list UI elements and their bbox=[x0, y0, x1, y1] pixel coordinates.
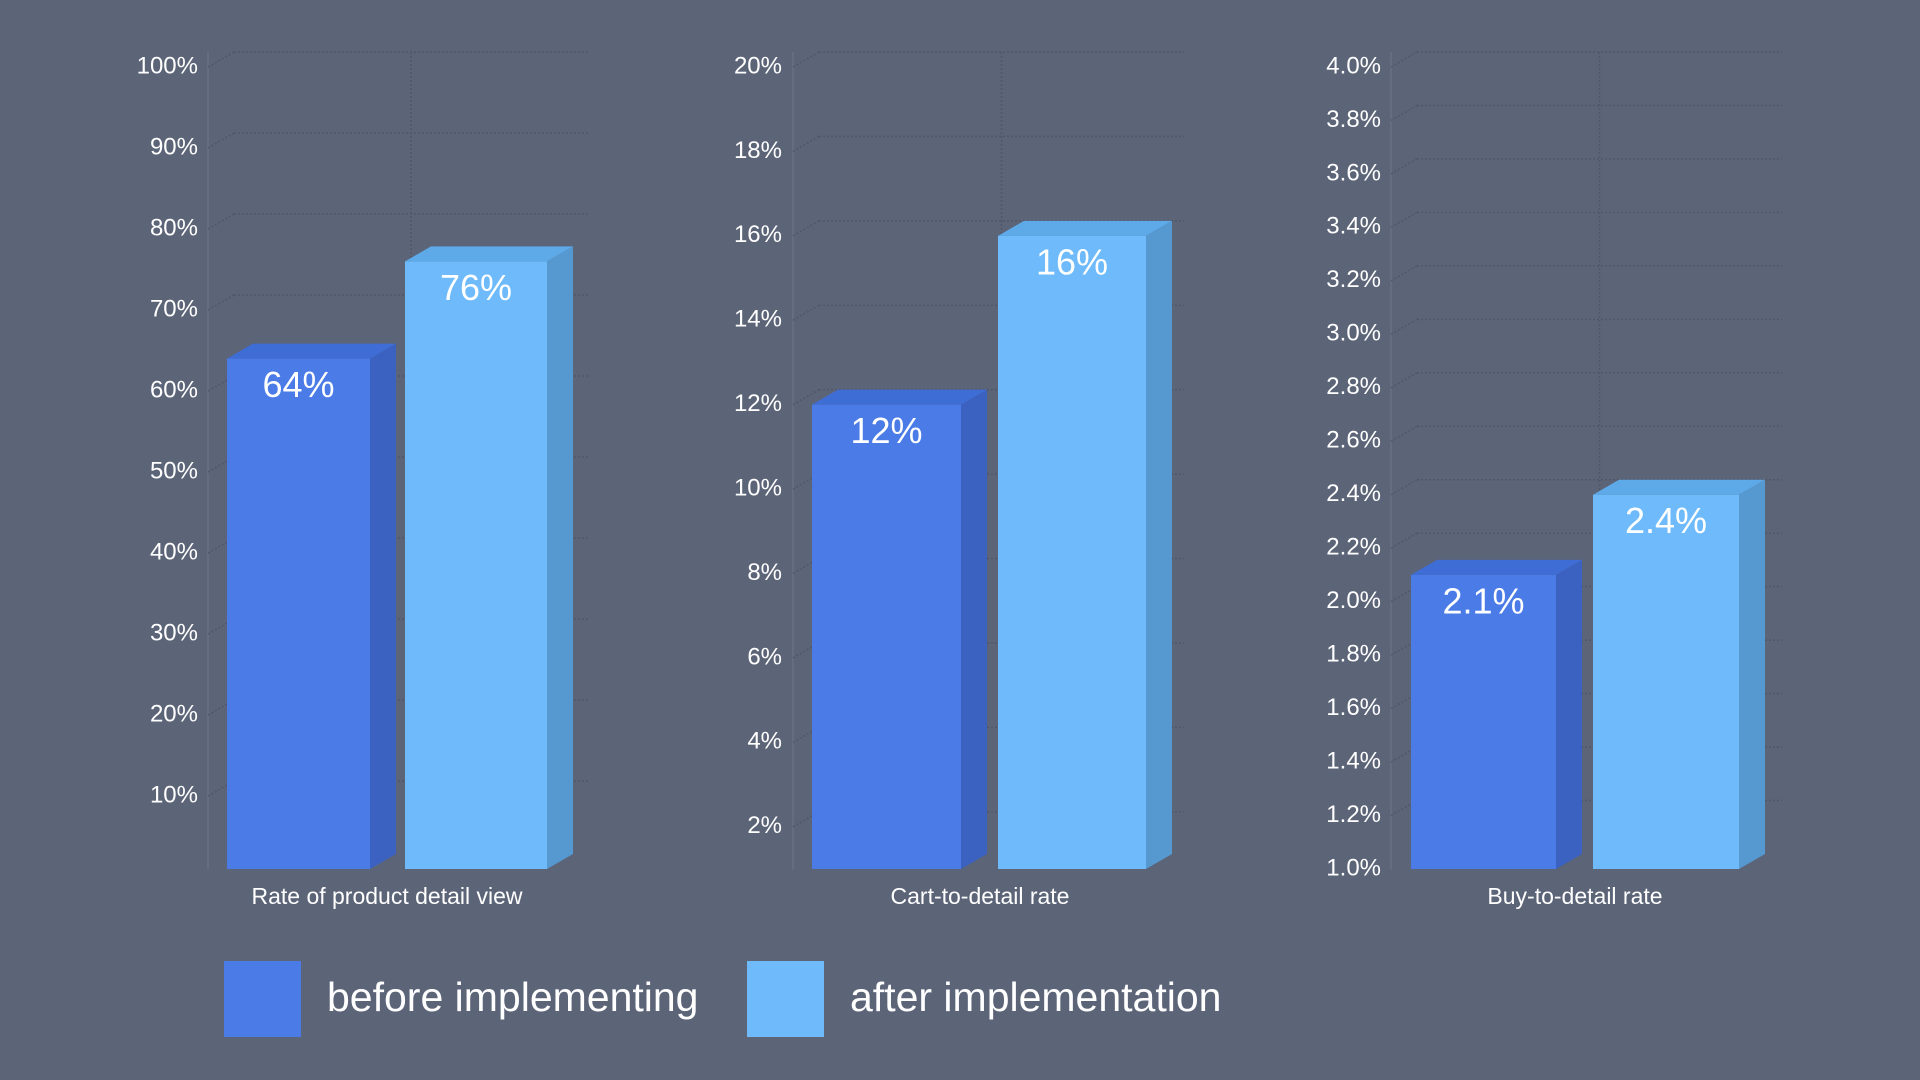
y-tick-label: 90% bbox=[150, 133, 198, 160]
gridline-wall bbox=[1390, 51, 1418, 68]
bar-top bbox=[812, 389, 987, 405]
y-tick-label: 8% bbox=[747, 559, 782, 586]
gridline-wall bbox=[207, 51, 235, 68]
gridline-wall bbox=[1390, 104, 1418, 122]
bar-before bbox=[812, 404, 961, 869]
x-axis-label: Buy-to-detail rate bbox=[1487, 883, 1662, 909]
y-tick-label: 80% bbox=[150, 214, 198, 241]
legend-item: before implementing bbox=[224, 961, 698, 1037]
y-tick-label: 16% bbox=[734, 221, 782, 248]
legend: before implementing after implementation bbox=[224, 961, 1221, 1037]
gridline-wall bbox=[207, 294, 235, 311]
x-axis-label: Rate of product detail view bbox=[251, 883, 522, 909]
data-label: 2.1% bbox=[1442, 580, 1524, 621]
y-tick-label: 2.0% bbox=[1326, 587, 1381, 614]
y-tick-label: 50% bbox=[150, 457, 198, 484]
y-tick-label: 2.2% bbox=[1326, 534, 1381, 561]
y-tick-label: 70% bbox=[150, 295, 198, 322]
bar-before bbox=[1411, 574, 1556, 869]
y-tick-label: 1.6% bbox=[1326, 694, 1381, 721]
y-tick-label: 2% bbox=[747, 812, 782, 839]
y-tick-label: 1.4% bbox=[1326, 747, 1381, 774]
bar-top bbox=[1411, 559, 1582, 575]
x-axis-label: Cart-to-detail rate bbox=[891, 883, 1070, 909]
y-tick-label: 1.2% bbox=[1326, 801, 1381, 828]
data-label: 64% bbox=[262, 364, 334, 405]
data-label: 76% bbox=[440, 267, 512, 308]
data-label: 16% bbox=[1036, 241, 1108, 282]
y-tick-label: 60% bbox=[150, 376, 198, 403]
gridline-wall bbox=[207, 132, 235, 149]
bar-after bbox=[405, 261, 547, 869]
y-tick-label: 3.2% bbox=[1326, 266, 1381, 293]
y-tick-label: 40% bbox=[150, 538, 198, 565]
y-tick-label: 6% bbox=[747, 643, 782, 670]
gridline-wall bbox=[1390, 532, 1418, 549]
y-tick-label: 4% bbox=[747, 728, 782, 755]
gridline-wall bbox=[792, 220, 820, 237]
y-tick-label: 100% bbox=[137, 52, 198, 79]
gridline-wall bbox=[792, 389, 820, 406]
gridline-wall bbox=[792, 304, 820, 321]
legend-swatch bbox=[224, 961, 301, 1037]
gridline-wall bbox=[1390, 265, 1418, 282]
gridline-wall bbox=[207, 213, 235, 230]
y-tick-label: 3.8% bbox=[1326, 106, 1381, 133]
y-tick-label: 20% bbox=[734, 52, 782, 79]
y-tick-label: 1.0% bbox=[1326, 854, 1381, 881]
gridline-wall bbox=[1390, 372, 1418, 389]
y-tick-label: 2.8% bbox=[1326, 373, 1381, 400]
bar-side bbox=[961, 389, 987, 869]
legend-item: after implementation bbox=[747, 961, 1221, 1037]
gridline-wall bbox=[792, 135, 820, 153]
data-label: 2.4% bbox=[1625, 500, 1707, 541]
chart-1: 10% 20% 30% 40% 50% 60% 70% 80% 90% 100% 64% 76% Rat… bbox=[137, 51, 588, 909]
chart-3: 1.0% 1.2% 1.4% 1.6% 1.8% 2.0% 2.2% 2.4% 2.6% 2.8%… bbox=[1326, 51, 1782, 909]
bar-side bbox=[370, 343, 396, 869]
y-tick-label: 4.0% bbox=[1326, 52, 1381, 79]
legend-swatch bbox=[747, 961, 824, 1037]
y-tick-label: 2.4% bbox=[1326, 480, 1381, 507]
y-tick-label: 30% bbox=[150, 619, 198, 646]
y-tick-label: 3.4% bbox=[1326, 213, 1381, 240]
gridline-wall bbox=[1390, 425, 1418, 442]
bar-side bbox=[1739, 479, 1765, 869]
y-tick-label: 3.6% bbox=[1326, 159, 1381, 186]
bar-top bbox=[405, 246, 573, 262]
bar-after bbox=[1593, 494, 1739, 869]
legend-label: after implementation bbox=[850, 974, 1221, 1020]
y-tick-label: 14% bbox=[734, 306, 782, 333]
bar-side bbox=[1556, 559, 1582, 869]
y-tick-label: 20% bbox=[150, 700, 198, 727]
bar-side bbox=[547, 246, 573, 869]
y-tick-label: 10% bbox=[734, 474, 782, 501]
bar-after bbox=[998, 235, 1146, 869]
chart-2: 2% 4% 6% 8% 10% 12% 14% 16% 18% 20% 12% 16% Cart-to-… bbox=[734, 51, 1184, 909]
gridline-wall bbox=[1390, 479, 1418, 496]
y-tick-label: 12% bbox=[734, 390, 782, 417]
y-tick-label: 1.8% bbox=[1326, 640, 1381, 667]
bar-top bbox=[227, 343, 396, 359]
gridline-wall bbox=[1390, 158, 1418, 175]
bar-side bbox=[1146, 220, 1172, 869]
data-label: 12% bbox=[850, 410, 922, 451]
gridline-wall bbox=[792, 51, 820, 68]
legend-label: before implementing bbox=[327, 974, 698, 1020]
y-tick-label: 10% bbox=[150, 781, 198, 808]
y-tick-label: 3.0% bbox=[1326, 320, 1381, 347]
gridline-wall bbox=[1390, 211, 1418, 229]
bar-before bbox=[227, 358, 370, 869]
gridline-wall bbox=[1390, 318, 1418, 335]
bar-top bbox=[1593, 479, 1765, 495]
y-tick-label: 18% bbox=[734, 137, 782, 164]
bar-top bbox=[998, 220, 1172, 236]
y-tick-label: 2.6% bbox=[1326, 427, 1381, 454]
